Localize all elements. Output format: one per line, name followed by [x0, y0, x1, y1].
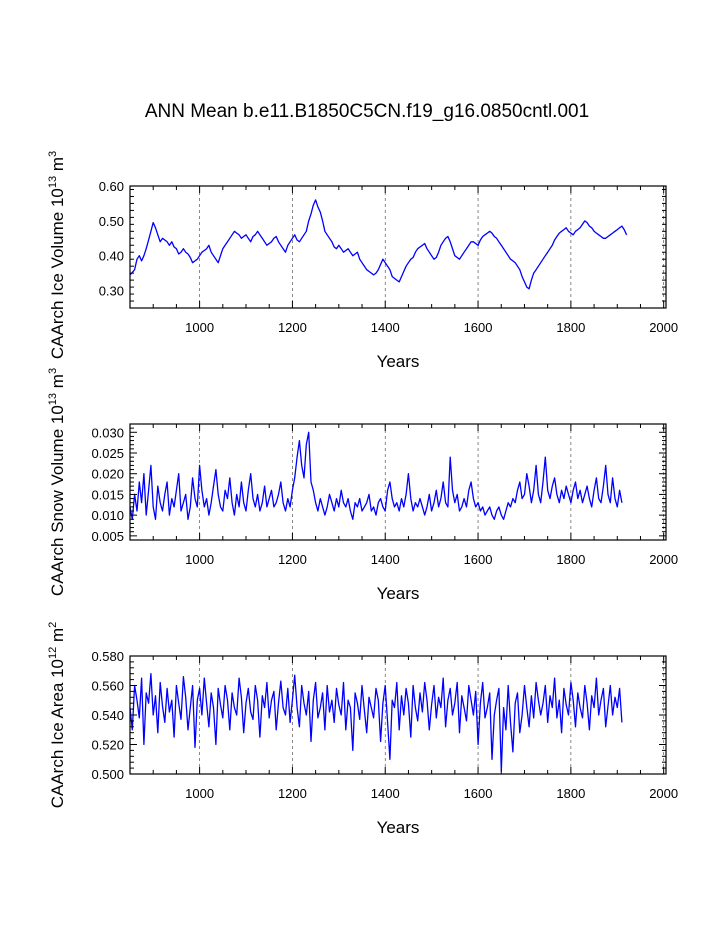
- y-tick-label: 0.520: [91, 738, 124, 753]
- y-axis-title-exponent: 12: [47, 647, 59, 659]
- y-tick-label: 0.020: [91, 467, 124, 482]
- plot-frame: [129, 185, 667, 309]
- y-tick-label: 0.005: [91, 529, 124, 544]
- y-tick-label: 0.560: [91, 679, 124, 694]
- x-tick-label: 1400: [371, 552, 400, 567]
- y-tick-label: 0.015: [91, 487, 124, 502]
- x-axis-title: Years: [377, 352, 420, 371]
- chart-title: ANN Mean b.e11.B1850C5CN.f19_g16.0850cnt…: [145, 101, 589, 122]
- y-axis-title: CAArch Ice Volume 1013 m3: [47, 151, 67, 359]
- x-tick-label: 1200: [278, 786, 307, 801]
- x-tick-label: 1800: [556, 552, 585, 567]
- y-axis-title-unit-exponent: 2: [47, 622, 59, 628]
- data-series-line: [129, 431, 623, 520]
- y-tick-label: 0.025: [91, 446, 124, 461]
- y-tick-label: 0.540: [91, 708, 124, 723]
- chart-panels: 1000 1200 1400 1600 1800 2000 0.30 0.40 0.50 0.60…: [47, 151, 678, 837]
- y-axis-title-main: CAArch Ice Area 10: [48, 659, 67, 808]
- y-axis-title-exponent: 13: [47, 393, 59, 405]
- x-tick-label: 2000: [649, 552, 678, 567]
- x-tick-label: 1000: [185, 786, 214, 801]
- x-tick-label: 1600: [464, 786, 493, 801]
- y-axis-title-unit-exponent: 3: [47, 151, 59, 157]
- x-tick-label: 1600: [464, 552, 493, 567]
- x-tick-label: 1200: [278, 320, 307, 335]
- x-tick-label: 1000: [185, 320, 214, 335]
- x-tick-label: 1400: [371, 320, 400, 335]
- chart-panel-3: 1000 1200 1400 1600 1800 2000 0.500 0.520 0.540 0…: [47, 622, 678, 837]
- y-axis-title-main: CAArch Ice Volume 10: [48, 188, 67, 359]
- y-tick-label: 0.40: [99, 249, 124, 264]
- y-axis-title-unit: m: [48, 157, 67, 176]
- chart-panel-1: 1000 1200 1400 1600 1800 2000 0.30 0.40 0.50 0.60…: [47, 151, 678, 371]
- x-tick-label: 1800: [556, 320, 585, 335]
- x-tick-label: 1600: [464, 320, 493, 335]
- y-axis-title-main: CAArch Snow Volume 10: [48, 405, 67, 596]
- y-tick-label: 0.50: [99, 214, 124, 229]
- data-series-line: [129, 673, 623, 772]
- chart-panel-2: 1000 1200 1400 1600 1800 2000 0.005 0.010 0.015 0…: [47, 368, 678, 603]
- y-axis-title-exponent: 13: [47, 176, 59, 188]
- y-axis-title: CAArch Snow Volume 1013 m3: [47, 368, 67, 596]
- x-tick-label: 2000: [649, 320, 678, 335]
- plot-frame: [129, 423, 667, 541]
- y-tick-label: 0.500: [91, 767, 124, 782]
- x-axis-title: Years: [377, 584, 420, 603]
- x-tick-label: 1800: [556, 786, 585, 801]
- x-tick-label: 1000: [185, 552, 214, 567]
- x-tick-label: 1400: [371, 786, 400, 801]
- data-series-line: [129, 199, 628, 290]
- y-axis-title: CAArch Ice Area 1012 m2: [47, 622, 67, 809]
- y-axis-title-unit: m: [48, 628, 67, 647]
- x-axis-title: Years: [377, 818, 420, 837]
- y-axis-title-unit: m: [48, 374, 67, 393]
- y-axis-title-unit-exponent: 3: [47, 368, 59, 374]
- y-tick-label: 0.030: [91, 425, 124, 440]
- x-tick-label: 2000: [649, 786, 678, 801]
- y-tick-label: 0.30: [99, 284, 124, 299]
- y-tick-label: 0.60: [99, 179, 124, 194]
- y-tick-label: 0.010: [91, 508, 124, 523]
- x-tick-label: 1200: [278, 552, 307, 567]
- y-tick-label: 0.580: [91, 649, 124, 664]
